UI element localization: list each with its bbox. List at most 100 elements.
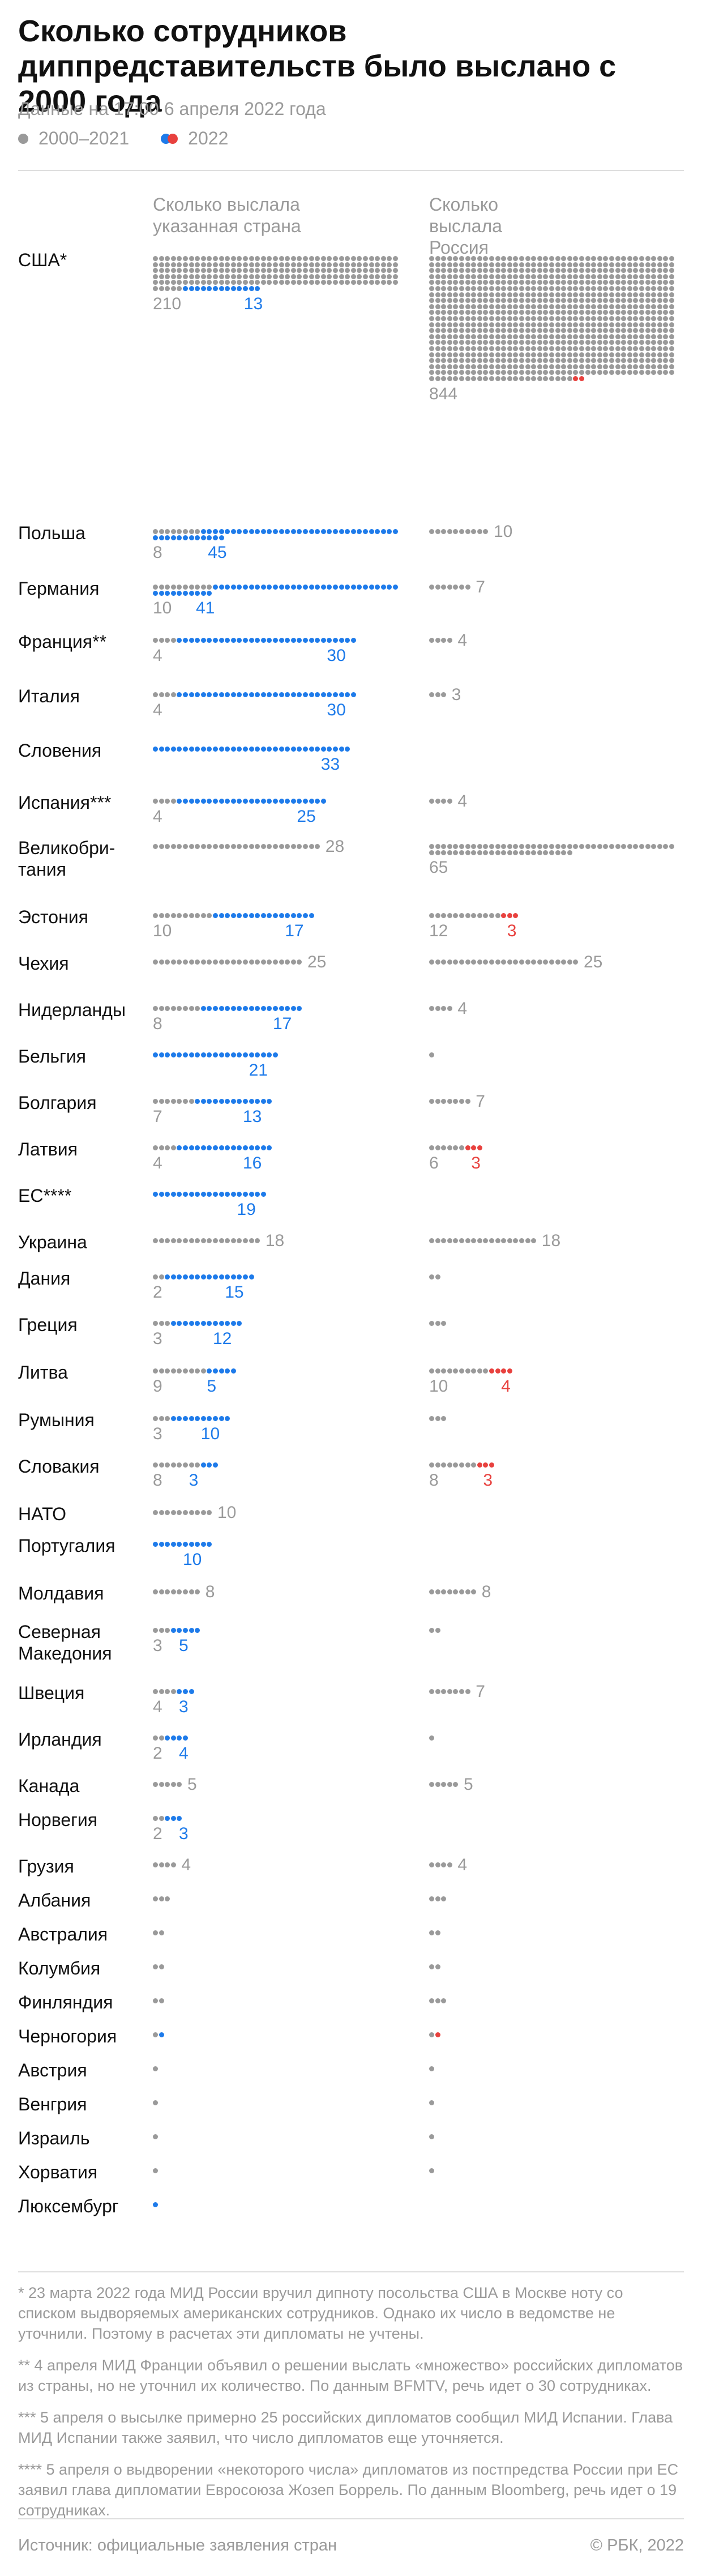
row-5-left-dot (309, 747, 314, 752)
country-name: Болгария (18, 1093, 97, 1113)
row-8-left-dot (177, 913, 182, 918)
row-0-left-dot (183, 262, 188, 267)
row-6-left-dot (219, 799, 224, 804)
row-0-right-dot (483, 298, 489, 304)
row-17-left-new-value: 12 (213, 1329, 232, 1348)
row-0-right-dot (483, 280, 489, 285)
row-10-right-old-value: 4 (457, 999, 468, 1018)
row-27-right-dot (435, 1782, 440, 1787)
row-15-right-dot (483, 1238, 489, 1243)
row-7-left-dot (170, 844, 176, 849)
row-29-left-dot (159, 1862, 164, 1867)
row-0-right-dot (537, 340, 542, 346)
row-0-left-dot (200, 262, 206, 267)
row-0-right-dot (435, 268, 440, 274)
row-13-right-dot (447, 1145, 452, 1150)
row-9-left-dot (230, 959, 236, 965)
row-15-right-dot (513, 1238, 519, 1243)
row-15-right-old-value: 18 (541, 1231, 561, 1250)
row-1-left-dot (350, 529, 356, 534)
row-9-left-dot (200, 959, 206, 965)
row-13-left-dot (237, 1145, 242, 1150)
row-7-right-dot (507, 850, 512, 855)
row-0-right-dot (525, 346, 530, 351)
row-10-left-dot (230, 1006, 236, 1011)
row-0-left-dot (230, 280, 236, 285)
row-0-right-dot (663, 256, 669, 261)
row-7-right-dot (615, 844, 620, 849)
row-32-right-dot (429, 1964, 434, 1969)
row-0-right-dot (435, 364, 440, 369)
row-0-right-dot (459, 274, 464, 279)
row-0-right-dot (465, 274, 470, 279)
row-4-left-dot (153, 692, 158, 697)
row-15-left-dot (170, 1238, 176, 1243)
row-7-right-dot (531, 844, 537, 849)
row-0-right-dot (597, 298, 602, 304)
country-name: Северная Македония (18, 1622, 112, 1664)
row-0-left-dot (153, 286, 158, 291)
row-0-right-dot (627, 370, 632, 376)
row-1-left-dot (165, 529, 170, 534)
row-27-right-dot (447, 1782, 452, 1787)
row-0-right-dot (447, 256, 452, 261)
row-1-left-dot (243, 529, 248, 534)
row-10-left-new-value: 17 (273, 1014, 292, 1033)
row-0-left-dot (219, 286, 224, 291)
row-1-left-dot (267, 529, 272, 534)
row-7-right-dot (657, 844, 662, 849)
row-0-right-dot (597, 328, 602, 334)
row-0-right-dot (609, 262, 614, 267)
row-4-left-dot (267, 692, 272, 697)
row-3-left-dot (195, 638, 200, 643)
row-0-right-dot (483, 256, 489, 261)
row-3-left-dot (267, 638, 272, 643)
row-2-left-dot (339, 585, 344, 590)
row-0-right-dot (483, 352, 489, 357)
row-13-left-dot (207, 1145, 212, 1150)
row-25-left-dot (170, 1689, 176, 1694)
row-0-right-dot (435, 298, 440, 304)
row-0-right-dot (573, 358, 579, 364)
row-11-left-dot (165, 1052, 170, 1057)
row-9-left-dot (290, 959, 296, 965)
row-0-right-dot (465, 298, 470, 304)
row-4-left-dot (260, 692, 266, 697)
row-1-right-dot (453, 529, 459, 534)
row-0-right-dot (459, 370, 464, 376)
row-0-right-dot (471, 286, 477, 291)
row-0-right-dot (615, 334, 620, 339)
row-0-right-dot (639, 346, 644, 351)
row-23-left-dot (165, 1589, 170, 1594)
row-20-left-dot (207, 1462, 212, 1468)
row-0-left-dot (177, 280, 182, 285)
row-24-right-dot (435, 1628, 440, 1633)
row-16-left-dot (219, 1274, 224, 1280)
row-0-left-dot (159, 262, 164, 267)
row-0-right-dot (615, 298, 620, 304)
row-0-right-dot (591, 340, 597, 346)
row-0-right-dot (669, 298, 674, 304)
row-5-left-dot (303, 747, 308, 752)
row-0-right-dot (567, 340, 572, 346)
row-0-right-dot (519, 280, 524, 285)
row-0-right-dot (465, 304, 470, 309)
row-0-right-dot (459, 256, 464, 261)
row-0-right-dot (501, 340, 507, 346)
row-6-left-dot (159, 799, 164, 804)
row-0-right-dot (453, 274, 459, 279)
row-3-left-old-value: 4 (153, 646, 162, 665)
row-16-right-dot (435, 1274, 440, 1280)
row-7-right-dot (513, 850, 519, 855)
row-7-right-dot (567, 850, 572, 855)
row-9-right-dot (519, 959, 524, 965)
row-0-left-dot (177, 256, 182, 261)
row-0-right-dot (555, 298, 560, 304)
row-0-right-dot (591, 256, 597, 261)
row-20-left-old-value: 8 (153, 1470, 162, 1490)
row-2-left-new-value: 41 (196, 599, 215, 618)
row-0-right-dot (471, 358, 477, 364)
row-20-right-dot (429, 1462, 434, 1468)
row-0-right-dot (441, 304, 447, 309)
row-0-right-dot (603, 268, 609, 274)
